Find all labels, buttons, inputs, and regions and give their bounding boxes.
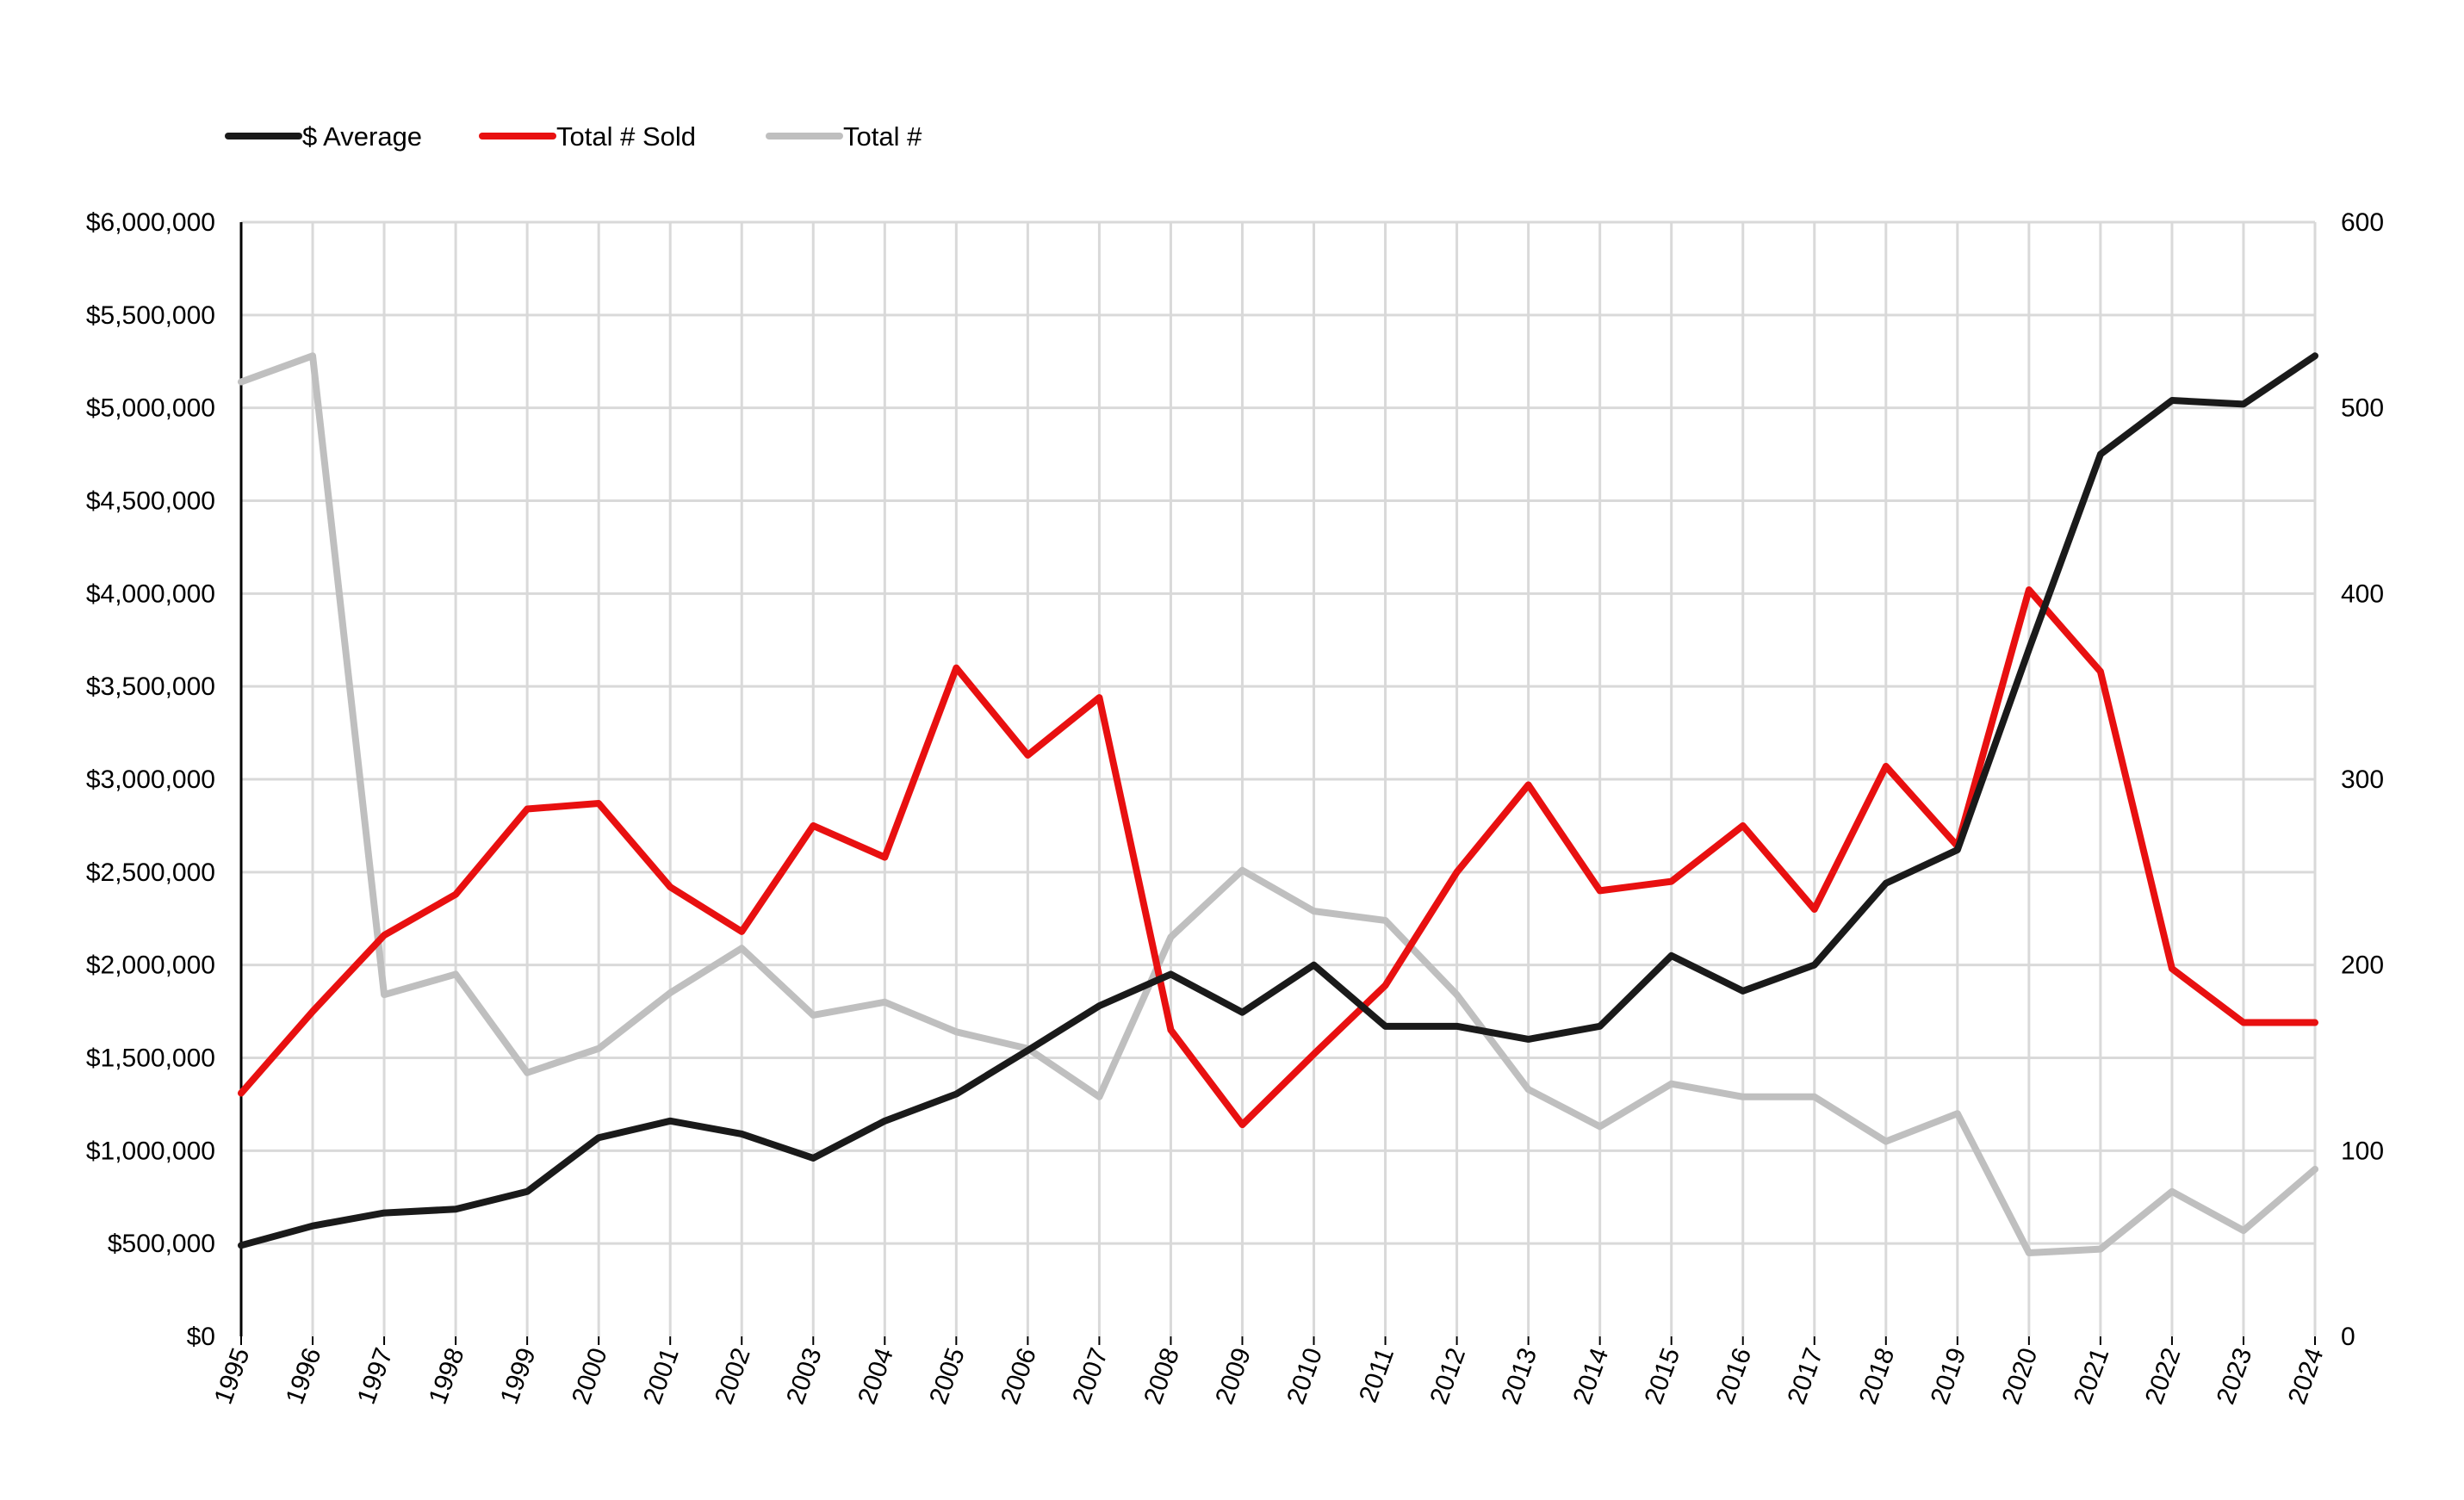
y-axis-left-tick-label: $4,000,000 (86, 580, 215, 608)
x-axis-tick-label: 2022 (2140, 1344, 2187, 1408)
x-axis-tick-label: 2019 (1926, 1344, 1972, 1408)
y-axis-left-tick-label: $2,000,000 (86, 951, 215, 980)
y-axis-right-tick-label: 200 (2341, 951, 2384, 980)
x-axis-tick-label: 2000 (567, 1344, 613, 1408)
y-axis-right-tick-label: 0 (2341, 1323, 2355, 1351)
x-axis-tick-label: 2003 (781, 1344, 828, 1408)
y-axis-left-tick-label: $2,500,000 (86, 858, 215, 887)
series-line-average (238, 352, 2318, 1249)
x-axis-tick-label: 2011 (1354, 1344, 1400, 1406)
x-axis-tick-label: 1995 (209, 1344, 256, 1408)
y-axis-left-tick-label: $3,000,000 (86, 765, 215, 794)
x-axis-tick-label: 1999 (495, 1344, 542, 1408)
series-line-total-sold (238, 586, 2318, 1129)
x-axis-tick-label: 2020 (1997, 1344, 2044, 1408)
y-axis-right-tick-label: 300 (2341, 765, 2384, 794)
x-axis-tick-label: 2008 (1139, 1344, 1185, 1408)
y-axis-right-tick-label: 400 (2341, 580, 2384, 608)
y-axis-left-tick-label: $6,000,000 (86, 208, 215, 237)
y-axis-left-tick-label: $500,000 (108, 1230, 215, 1258)
x-axis-tick-label: 2015 (1639, 1344, 1685, 1408)
x-axis-tick-label: 2002 (710, 1344, 756, 1408)
x-axis-tick-label: 2005 (924, 1344, 971, 1408)
y-axis-left-tick-label: $1,000,000 (86, 1137, 215, 1165)
y-axis-left-tick-label: $3,500,000 (86, 673, 215, 701)
x-axis-tick-label: 2009 (1210, 1344, 1257, 1408)
x-axis-tick-label: 2001 (638, 1344, 685, 1408)
legend-label-average: $ Average (302, 121, 422, 152)
x-axis-tick-label: 2017 (1782, 1344, 1828, 1408)
x-axis-tick-label: 2018 (1854, 1344, 1901, 1408)
x-axis-tick-label: 2007 (1067, 1344, 1114, 1408)
y-axis-right-tick-label: 500 (2341, 394, 2384, 423)
legend: $ Average Total # Sold Total # (225, 121, 922, 152)
gridlines (241, 220, 2317, 1336)
x-axis-tick-label: 2004 (853, 1344, 899, 1408)
x-axis-tick-label: 2010 (1282, 1344, 1328, 1408)
y-axis-left-tick-label: $0 (187, 1323, 215, 1351)
legend-label-total-sold: Total # Sold (556, 121, 696, 152)
x-axis-tick-label: 2024 (2283, 1344, 2330, 1408)
x-axis-tick-label: 2012 (1424, 1344, 1471, 1408)
legend-label-total: Total # (843, 121, 922, 152)
axes: $0 $500,000 $1,000,000 $1,500,000 $2,000,000… (86, 208, 2384, 1408)
x-axis-tick-label: 2013 (1496, 1344, 1542, 1408)
x-axis-tick-label: 2014 (1567, 1344, 1614, 1408)
x-axis-tick-label: 1997 (352, 1344, 399, 1408)
y-axis-left-tick-label: $4,500,000 (86, 487, 215, 516)
y-axis-right-tick-label: 100 (2341, 1137, 2384, 1165)
y-axis-left-tick-label: $5,500,000 (86, 301, 215, 330)
y-axis-right-tick-label: 600 (2341, 208, 2384, 237)
x-axis-tick-label: 2023 (2212, 1344, 2258, 1408)
series-lines (238, 352, 2318, 1256)
x-axis-tick-label: 1998 (424, 1344, 470, 1408)
y-axis-left-tick-label: $1,500,000 (86, 1044, 215, 1073)
y-axis-left-tick-label: $5,000,000 (86, 394, 215, 423)
series-line-total (238, 352, 2318, 1256)
x-axis-tick-label: 2021 (2069, 1344, 2115, 1408)
x-axis-tick-label: 2006 (996, 1344, 1042, 1408)
x-axis-tick-label: 1996 (281, 1344, 327, 1408)
x-axis-tick-label: 2016 (1710, 1344, 1757, 1408)
